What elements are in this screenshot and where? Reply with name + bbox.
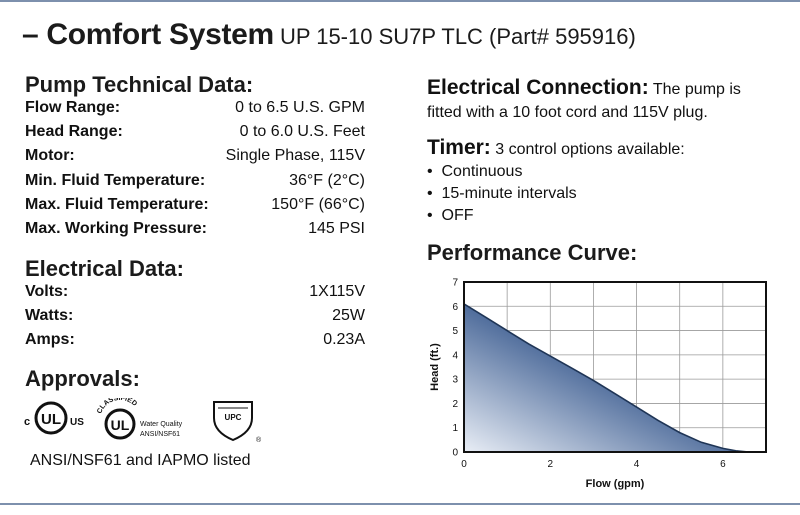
approvals-listed-text: ANSI/NSF61 and IAPMO listed: [30, 452, 251, 469]
performance-chart: 0 1 2 3 4 5 6 7 0 2 4 6 Flow (gpm) Head (ft.): [420, 272, 780, 503]
timer-heading: Timer:: [427, 136, 491, 159]
spec-label: Amps:: [25, 331, 75, 348]
ul-classified-mark: UL: [111, 417, 130, 433]
upc-text: UPC: [225, 413, 242, 422]
page-title: – Comfort System UP 15-10 SU7P TLC (Part#…: [22, 18, 636, 52]
spec-label: Max. Working Pressure:: [25, 220, 207, 237]
x-tick-label: 6: [720, 459, 726, 470]
electrical-data-heading: Electrical Data:: [25, 256, 184, 281]
spec-value: 0 to 6.0 U.S. Feet: [239, 123, 365, 140]
spec-label: Max. Fluid Temperature:: [25, 196, 209, 213]
x-tick-label: 2: [548, 459, 554, 470]
spec-label: Motor:: [25, 147, 75, 164]
spec-row: Motor: Single Phase, 115V: [25, 147, 365, 171]
spec-label: Volts:: [25, 283, 69, 300]
spec-row: Watts: 25W: [25, 307, 365, 331]
list-item: • OFF: [427, 207, 474, 224]
timer-options-list: • Continuous • 15-minute intervals • OFF: [427, 161, 577, 227]
y-tick-label: 3: [452, 375, 458, 386]
ul-listed-logo: c UL US: [24, 401, 84, 435]
y-tick-label: 5: [452, 326, 458, 337]
classified-arc-text: CLASSIFIED: [96, 395, 138, 415]
svg-text:CLASSIFIED: CLASSIFIED: [96, 398, 138, 415]
y-tick-label: 6: [452, 302, 458, 313]
spec-value: 150°F (66°C): [271, 196, 365, 213]
performance-area: [464, 303, 749, 452]
spec-label: Watts:: [25, 307, 74, 324]
y-tick-label: 7: [452, 278, 458, 289]
plot-frame: [463, 281, 767, 453]
x-tick-label: 4: [634, 459, 640, 470]
spec-value: 0 to 6.5 U.S. GPM: [235, 99, 365, 116]
performance-heading: Performance Curve:: [427, 240, 638, 265]
y-tick-label: 0: [452, 448, 458, 459]
approvals-heading: Approvals:: [25, 366, 140, 391]
top-border: [0, 0, 800, 2]
list-item: • Continuous: [427, 163, 523, 180]
spec-value: 1X115V: [309, 283, 365, 300]
spec-row: Max. Fluid Temperature: 150°F (66°C): [25, 196, 365, 220]
ul-us-mark: US: [70, 417, 84, 428]
spec-value: 145 PSI: [308, 220, 365, 237]
spec-label: Min. Fluid Temperature:: [25, 172, 206, 189]
certification-logos: c UL US CLASSIFIED UL Water Quality ANSI…: [22, 395, 262, 446]
ul-c-mark: c: [24, 416, 30, 428]
x-tick-label: 0: [461, 459, 467, 470]
timer-option: Continuous: [441, 163, 523, 180]
x-axis-label: Flow (gpm): [586, 478, 645, 490]
ansi-nsf61-text: ANSI/NSF61: [140, 431, 180, 438]
list-item: • 15-minute intervals: [427, 185, 577, 202]
water-quality-text: Water Quality: [140, 421, 183, 428]
title-model: UP 15-10 SU7P TLC (Part# 595916): [279, 24, 636, 49]
y-tick-label: 4: [452, 350, 458, 361]
spec-value: 36°F (2°C): [289, 172, 365, 189]
upc-logo: UPC ®: [213, 401, 262, 444]
svg-text:®: ®: [256, 436, 262, 444]
ul-classified-logo: CLASSIFIED UL Water Quality ANSI/NSF61: [96, 395, 183, 440]
y-tick-label: 1: [452, 423, 458, 434]
title-main: – Comfort System: [22, 18, 274, 51]
spec-value: 0.23A: [323, 331, 365, 348]
performance-chart-svg: 0 1 2 3 4 5 6 7 0 2 4 6 Flow (gpm) Head (ft.): [429, 278, 767, 490]
pump-technical-heading: Pump Technical Data:: [25, 72, 254, 97]
timer-option: OFF: [441, 207, 474, 224]
performance-curve-line: [463, 303, 749, 453]
spec-label: Flow Range:: [25, 99, 121, 116]
spec-row: Min. Fluid Temperature: 36°F (2°C): [25, 172, 365, 196]
ul-mark: UL: [41, 411, 61, 428]
chart-ticks: 0 1 2 3 4 5 6 7 0 2 4 6: [452, 278, 726, 471]
spec-value: 25W: [332, 307, 365, 324]
spec-row: Head Range: 0 to 6.0 U.S. Feet: [25, 123, 365, 147]
spec-value: Single Phase, 115V: [225, 147, 365, 164]
spec-label: Head Range:: [25, 123, 123, 140]
spec-row: Flow Range: 0 to 6.5 U.S. GPM: [25, 99, 365, 123]
electrical-connection-heading: Electrical Connection:: [427, 76, 649, 99]
timer-block: Timer: 3 control options available:: [427, 136, 772, 161]
spec-row: Volts: 1X115V: [25, 283, 365, 307]
bottom-border: [0, 503, 800, 505]
electrical-connection-text: The pump is fitted with a 10 foot cord a…: [427, 81, 741, 121]
spec-row: Max. Working Pressure: 145 PSI: [25, 220, 365, 244]
y-axis-label: Head (ft.): [429, 343, 441, 391]
spec-row: Amps: 0.23A: [25, 331, 365, 355]
y-tick-label: 2: [452, 399, 458, 410]
timer-option: 15-minute intervals: [441, 185, 577, 202]
electrical-connection-block: Electrical Connection: The pump is fitte…: [427, 76, 772, 124]
timer-text: 3 control options available:: [495, 141, 685, 158]
